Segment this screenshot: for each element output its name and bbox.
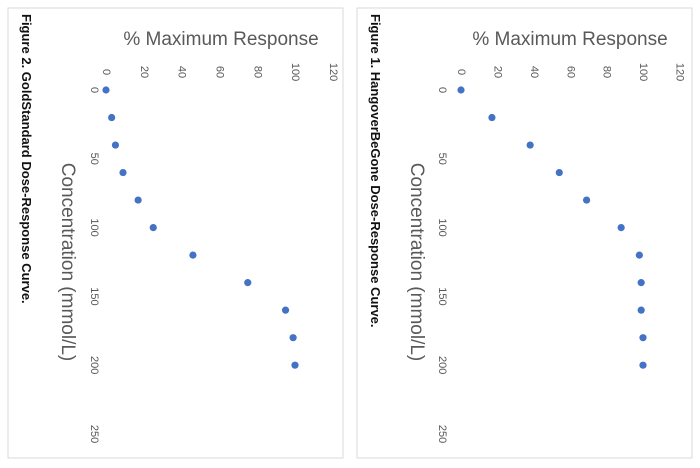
y-tick-label: 100 bbox=[289, 63, 301, 81]
data-point bbox=[119, 168, 127, 177]
chart-frame bbox=[356, 7, 693, 459]
data-point bbox=[189, 251, 197, 259]
y-axis-ticks: 0 20 40 60 80 100 120 bbox=[100, 63, 339, 81]
x-tick-label: 250 bbox=[436, 425, 448, 443]
data-series bbox=[102, 86, 299, 369]
data-point bbox=[526, 141, 534, 149]
x-tick-label: 100 bbox=[88, 218, 100, 236]
data-point bbox=[637, 279, 645, 287]
figure-caption: Figure 1. HangoverBeGone Dose-Response C… bbox=[368, 14, 383, 328]
y-axis-title: % Maximum Response bbox=[472, 29, 667, 50]
y-axis-ticks: 0 20 40 60 80 100 120 bbox=[455, 63, 685, 81]
data-point bbox=[149, 224, 157, 232]
data-point bbox=[488, 113, 496, 122]
y-tick-label: 80 bbox=[601, 66, 613, 78]
y-tick-label: 60 bbox=[213, 66, 225, 78]
figure-caption: Figure 2. GoldStandard Dose-Response Cur… bbox=[19, 14, 34, 304]
chart-goldstandard: % Maximum Response Concentration (mmol/L… bbox=[7, 7, 344, 459]
y-tick-label: 120 bbox=[673, 63, 685, 81]
data-point bbox=[102, 86, 110, 94]
y-tick-label: 60 bbox=[564, 66, 576, 78]
x-axis-title: Concentration (mmol/L) bbox=[406, 163, 427, 362]
y-tick-label: 80 bbox=[251, 66, 263, 78]
y-tick-label: 20 bbox=[138, 66, 150, 78]
y-tick-label: 0 bbox=[100, 69, 112, 75]
y-tick-label: 40 bbox=[528, 66, 540, 78]
y-tick-label: 20 bbox=[491, 66, 503, 78]
data-point bbox=[281, 306, 290, 314]
data-point bbox=[637, 306, 645, 314]
x-tick-label: 200 bbox=[88, 356, 100, 374]
x-axis-ticks: 0 50 100 150 200 250 bbox=[436, 87, 448, 443]
y-axis-title: % Maximum Response bbox=[123, 29, 318, 50]
data-series bbox=[457, 86, 647, 369]
x-tick-label: 50 bbox=[88, 153, 100, 165]
data-point bbox=[639, 361, 647, 369]
x-tick-label: 50 bbox=[436, 153, 448, 165]
data-point bbox=[111, 141, 120, 149]
data-point bbox=[617, 224, 625, 232]
data-point bbox=[457, 86, 465, 94]
y-tick-label: 100 bbox=[637, 63, 649, 81]
x-axis-title: Concentration (mmol/L) bbox=[57, 163, 78, 362]
data-point bbox=[244, 279, 252, 287]
x-tick-label: 150 bbox=[436, 287, 448, 305]
data-point bbox=[134, 196, 142, 204]
chart-hangoverbegone: % Maximum Response Concentration (mmol/L… bbox=[356, 7, 693, 459]
data-point bbox=[639, 334, 647, 342]
x-tick-label: 100 bbox=[436, 218, 448, 236]
x-tick-label: 250 bbox=[88, 425, 100, 443]
data-point bbox=[635, 251, 643, 259]
x-tick-label: 150 bbox=[88, 287, 100, 305]
data-point bbox=[108, 113, 116, 122]
y-tick-label: 40 bbox=[176, 66, 188, 78]
data-point bbox=[582, 196, 591, 204]
x-axis-ticks: 0 50 100 150 200 250 bbox=[88, 87, 100, 443]
y-tick-label: 0 bbox=[455, 69, 467, 75]
x-tick-label: 0 bbox=[436, 87, 448, 93]
x-tick-label: 0 bbox=[88, 87, 100, 93]
data-point bbox=[291, 361, 299, 369]
data-point bbox=[555, 168, 563, 177]
chart-frame bbox=[7, 7, 344, 459]
y-tick-label: 120 bbox=[327, 63, 339, 81]
data-point bbox=[289, 334, 297, 342]
x-tick-label: 200 bbox=[436, 356, 448, 374]
